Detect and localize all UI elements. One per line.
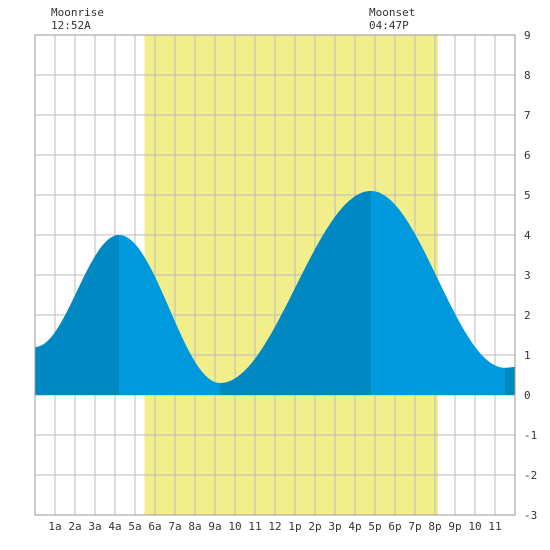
y-tick-label: -2 (524, 469, 537, 482)
x-tick-label: 9a (208, 520, 221, 533)
x-tick-label: 3p (328, 520, 341, 533)
moonrise-time: 12:52A (51, 19, 91, 32)
x-tick-label: 7p (408, 520, 421, 533)
tide-rising-area (505, 367, 515, 395)
moonrise-label: Moonrise 12:52A (51, 6, 104, 32)
x-tick-label: 8p (428, 520, 441, 533)
y-tick-label: 3 (524, 269, 531, 282)
y-tick-label: 6 (524, 149, 531, 162)
x-tick-label: 10 (228, 520, 241, 533)
moonrise-title: Moonrise (51, 6, 104, 19)
moonset-title: Moonset (369, 6, 416, 19)
y-tick-label: 5 (524, 189, 531, 202)
tide-rising-area (35, 235, 119, 395)
x-tick-label: 4a (108, 520, 121, 533)
x-tick-label: 1p (288, 520, 301, 533)
y-tick-label: 2 (524, 309, 531, 322)
tide-rising-area (220, 191, 371, 395)
x-tick-label: 8a (188, 520, 201, 533)
y-tick-label: 4 (524, 229, 531, 242)
x-tick-label: 7a (168, 520, 181, 533)
x-tick-label: 5a (128, 520, 141, 533)
y-tick-label: 0 (524, 389, 531, 402)
tide-falling-area (119, 235, 220, 395)
x-tick-label: 1a (48, 520, 61, 533)
y-tick-label: 9 (524, 29, 531, 42)
x-tick-label: 6a (148, 520, 161, 533)
y-tick-label: 7 (524, 109, 531, 122)
y-tick-label: -1 (524, 429, 537, 442)
x-tick-label: 2a (68, 520, 81, 533)
x-tick-label: 2p (308, 520, 321, 533)
x-tick-label: 3a (88, 520, 101, 533)
y-tick-label: -3 (524, 509, 537, 522)
x-tick-label: 4p (348, 520, 361, 533)
y-tick-label: 8 (524, 69, 531, 82)
tide-falling-area (371, 191, 505, 395)
moonset-time: 04:47P (369, 19, 409, 32)
y-tick-label: 1 (524, 349, 531, 362)
x-tick-label: 10 (468, 520, 481, 533)
x-tick-label: 9p (448, 520, 461, 533)
moonset-label: Moonset 04:47P (369, 6, 415, 32)
x-tick-label: 11 (248, 520, 261, 533)
x-tick-label: 6p (388, 520, 401, 533)
x-tick-label: 5p (368, 520, 381, 533)
x-tick-label: 11 (488, 520, 501, 533)
x-tick-label: 12 (268, 520, 281, 533)
plot-frame (34, 34, 516, 516)
